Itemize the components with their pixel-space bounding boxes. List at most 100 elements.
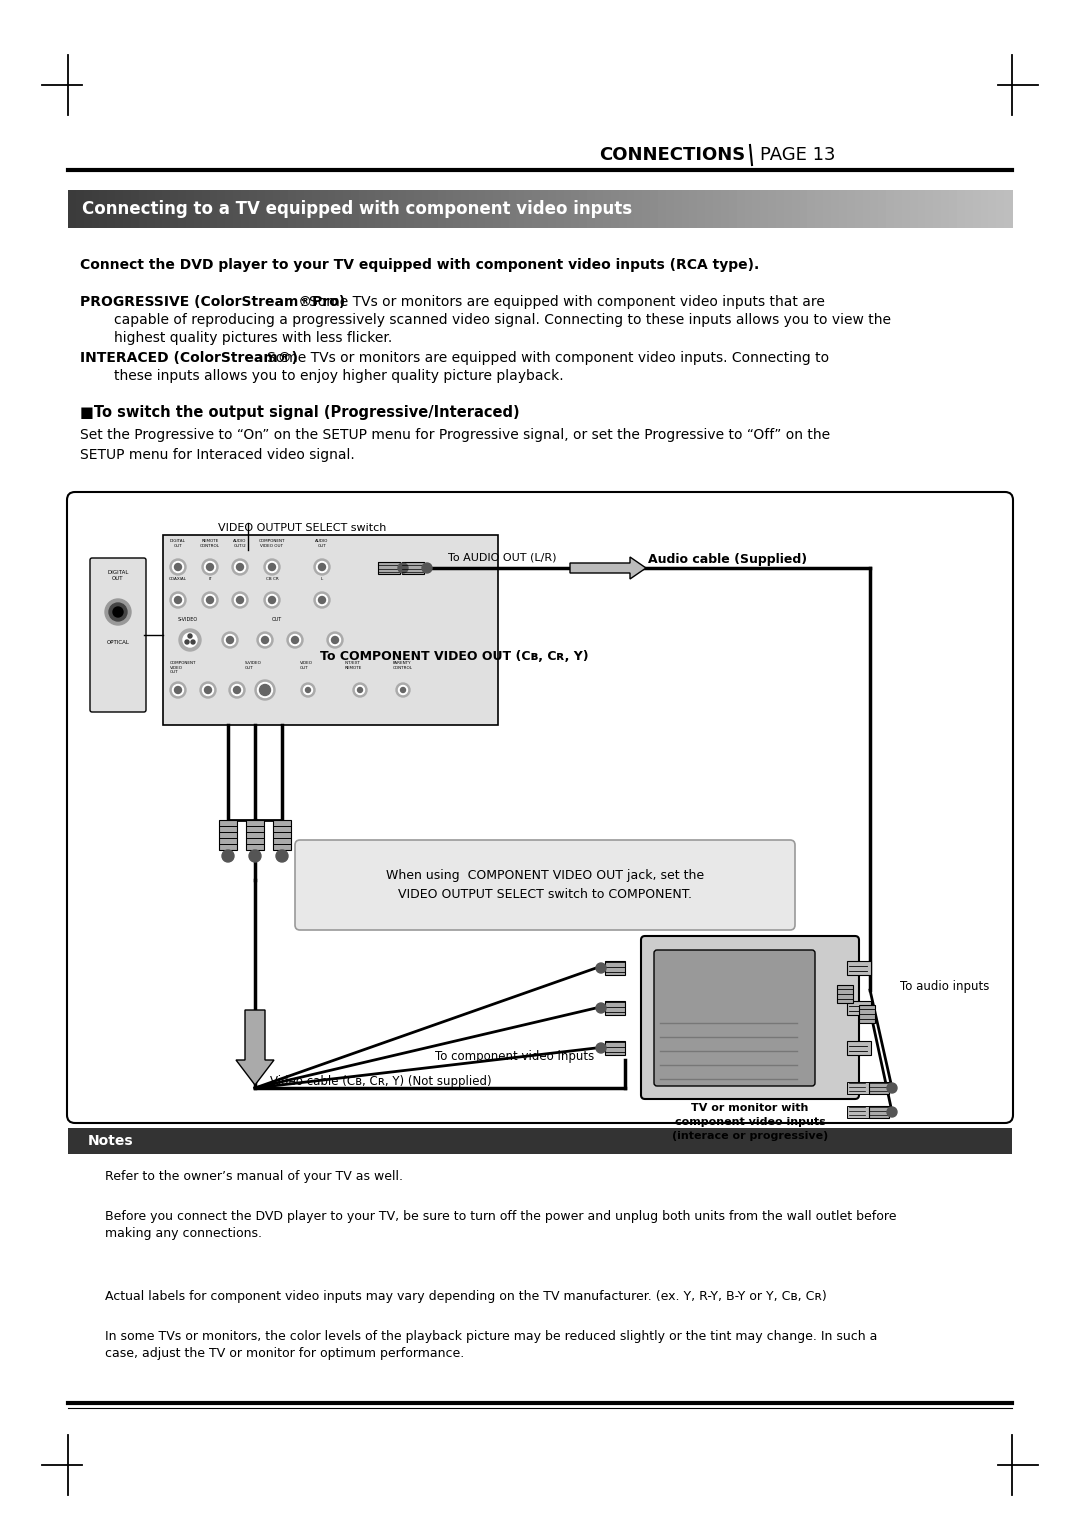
Bar [926,189,934,228]
Bar [973,189,981,228]
Text: DIGITAL
OUT: DIGITAL OUT [107,570,129,581]
Text: AUDIO
OUT: AUDIO OUT [315,539,328,547]
Text: COAXIAL: COAXIAL [168,578,187,581]
Circle shape [401,688,405,692]
Bar [303,189,312,228]
Text: VIDEO
OUT: VIDEO OUT [300,662,313,669]
Text: To component video inputs: To component video inputs [435,1050,595,1063]
Bar [548,189,556,228]
Bar [564,189,572,228]
Circle shape [289,634,300,645]
Text: DIGITAL
OUT: DIGITAL OUT [170,539,186,547]
Bar [650,189,659,228]
Text: PARENTY
CONTROL: PARENTY CONTROL [393,662,413,669]
Text: Notes: Notes [87,1134,134,1148]
Bar [76,189,84,228]
Circle shape [191,640,195,643]
Circle shape [233,686,241,694]
Bar [933,189,942,228]
Bar [272,189,281,228]
Circle shape [202,591,218,608]
Bar [406,189,415,228]
Circle shape [237,564,243,570]
Bar [588,189,595,228]
Circle shape [173,561,184,573]
FancyBboxPatch shape [67,492,1013,1123]
Bar [619,189,627,228]
Bar [918,189,926,228]
Bar [941,189,949,228]
Bar [689,189,698,228]
Bar [981,189,989,228]
Bar [815,189,824,228]
Text: Set the Progressive to “On” on the SETUP menu for Progressive signal, or set the: Set the Progressive to “On” on the SETUP… [80,428,831,461]
Bar [1004,189,1013,228]
Circle shape [314,591,330,608]
Bar [233,189,242,228]
Circle shape [264,559,280,575]
Bar [217,189,226,228]
Circle shape [175,686,181,694]
Circle shape [399,562,408,573]
Text: Connect the DVD player to your TV equipped with component video inputs (RCA type: Connect the DVD player to your TV equipp… [80,258,759,272]
Text: Connecting to a TV equipped with component video inputs: Connecting to a TV equipped with compone… [82,200,632,219]
Circle shape [255,680,275,700]
Bar [139,189,147,228]
Bar [226,189,233,228]
Bar [854,189,863,228]
Bar [611,189,619,228]
Circle shape [329,634,340,645]
Bar [996,189,1004,228]
Circle shape [179,630,201,651]
Bar [343,189,352,228]
Circle shape [301,683,315,697]
Text: OPTICAL: OPTICAL [107,640,130,645]
Text: ■To switch the output signal (Progressive/Interaced): ■To switch the output signal (Progressiv… [80,405,519,420]
Bar [68,189,77,228]
Text: capable of reproducing a progressively scanned video signal. Connecting to these: capable of reproducing a progressively s… [114,313,891,327]
Circle shape [267,594,278,605]
Circle shape [175,596,181,604]
Circle shape [113,607,123,617]
Bar [556,189,564,228]
Text: CB CR: CB CR [266,578,279,581]
Circle shape [170,591,186,608]
Bar [162,189,171,228]
Text: S-VIDEO: S-VIDEO [178,617,198,622]
Bar [367,189,376,228]
Bar [399,189,407,228]
Circle shape [287,633,303,648]
Bar [68,1128,1012,1154]
Circle shape [188,634,192,639]
Bar [634,189,643,228]
Circle shape [206,564,214,570]
Bar [524,189,532,228]
Circle shape [887,1083,897,1093]
Bar [273,821,291,850]
Circle shape [232,591,248,608]
Bar [579,189,588,228]
Circle shape [234,594,245,605]
Bar [823,189,832,228]
Text: INT/EXT
REMOTE: INT/EXT REMOTE [345,662,363,669]
Bar [869,1106,889,1118]
Bar [202,189,211,228]
Bar [768,189,777,228]
Bar [666,189,674,228]
Circle shape [173,685,184,695]
Bar [154,189,163,228]
Circle shape [237,596,243,604]
Text: S-VIDEO
OUT: S-VIDEO OUT [245,662,261,669]
Bar [605,1041,625,1054]
Circle shape [200,681,216,698]
Bar [744,189,753,228]
Bar [886,189,894,228]
Circle shape [183,633,197,646]
Circle shape [257,633,273,648]
Circle shape [276,850,288,862]
Bar [902,189,910,228]
FancyBboxPatch shape [654,950,815,1086]
Bar [446,189,454,228]
Bar [382,189,391,228]
Circle shape [396,683,410,697]
